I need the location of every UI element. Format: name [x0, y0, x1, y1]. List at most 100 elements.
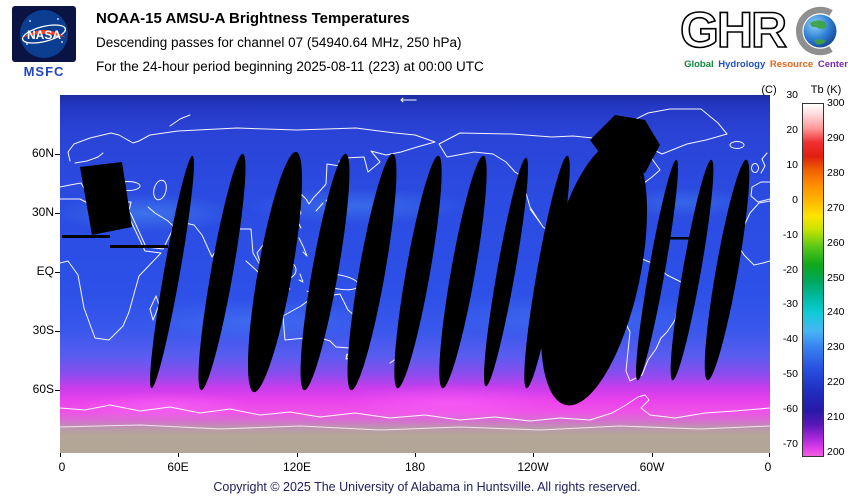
- data-gap-swath: [439, 155, 487, 389]
- nasa-logo-text: NASA: [27, 28, 61, 42]
- colorbar-celsius-label: 0: [792, 194, 798, 206]
- uk: [760, 152, 768, 174]
- header-titles: NOAA-15 AMSU-A Brightness Temperatures D…: [96, 10, 484, 74]
- ghrc-letters: GHR: [680, 3, 787, 58]
- lon-axis-label: 120E: [282, 460, 312, 474]
- caspian-sea: [153, 179, 167, 201]
- colorbar-celsius-label: -30: [782, 298, 798, 310]
- ghrc-logo: GHR Global Hydrology Resource Center: [679, 1, 852, 83]
- axis-tick: [533, 453, 534, 457]
- colorbar-kelvin-label: 210: [827, 411, 845, 423]
- lat-axis-label: 60S: [32, 382, 54, 396]
- data-gap-swath: [150, 155, 194, 389]
- colorbar-celsius-label: -40: [782, 333, 798, 345]
- data-gap-swath: [483, 157, 529, 387]
- page-title: NOAA-15 AMSU-A Brightness Temperatures: [96, 10, 410, 27]
- colorbar-unit-c: (C): [761, 84, 777, 96]
- scanline-artifact: [658, 237, 704, 240]
- lat-axis-label: EQ: [36, 264, 54, 278]
- lat-axis-label: 30S: [32, 323, 54, 337]
- ireland: [751, 163, 759, 173]
- ghrc-subtitle-word: Global: [684, 59, 714, 70]
- data-gap-swath: [300, 153, 350, 391]
- iceland: [729, 141, 745, 149]
- colorbar-unit-k: Tb (K): [810, 84, 842, 96]
- colorbar-kelvin-label: 250: [827, 272, 845, 284]
- data-gap-swath: [670, 159, 714, 381]
- antarctica-ice-edge: [60, 424, 770, 431]
- colorbar-gradient: [802, 103, 824, 457]
- coastline-antarctica: [60, 394, 770, 422]
- colorbar-celsius-label: -70: [782, 438, 798, 450]
- colorbar-celsius-label: 30: [786, 89, 798, 101]
- nasa-meatball-icon: NASA: [20, 10, 68, 58]
- colorbar-kelvin-label: 290: [827, 132, 845, 144]
- scanline-artifact: [110, 245, 168, 248]
- axis-tick: [297, 453, 298, 457]
- nasa-logo: NASA: [12, 6, 76, 62]
- novaya-zemlya: [169, 114, 191, 127]
- lon-axis-label: 120W: [517, 460, 549, 474]
- axis-tick: [55, 331, 60, 332]
- baja: [529, 208, 542, 225]
- data-gap-swath: [524, 155, 570, 389]
- colorbar-kelvin-label: 260: [827, 237, 845, 249]
- data-gap-patch: [80, 162, 132, 235]
- data-gap-patch: [590, 115, 660, 173]
- axis-tick: [60, 453, 61, 457]
- colorbar-kelvin-label: 220: [827, 376, 845, 388]
- colorbar-celsius-label: 10: [786, 159, 798, 171]
- axis-tick: [652, 453, 653, 457]
- axis-tick: [55, 390, 60, 391]
- data-gap-swath: [347, 153, 397, 391]
- colorbar-kelvin-label: 270: [827, 202, 845, 214]
- scanline-artifact: [62, 235, 110, 238]
- ghrc-subtitle: Global Hydrology Resource Center: [680, 59, 852, 70]
- subtitle-period: For the 24-hour period beginning 2025-08…: [96, 59, 484, 74]
- data-gap-swath-large: [540, 140, 648, 406]
- colorbar-celsius-label: -10: [782, 229, 798, 241]
- axis-tick: [55, 154, 60, 155]
- axis-tick: [415, 453, 416, 457]
- colorbar-celsius-label: -60: [782, 403, 798, 415]
- lon-axis-label: 0: [58, 460, 66, 474]
- lon-axis-label: 60W: [639, 460, 665, 474]
- lat-axis-label: 60N: [31, 146, 54, 160]
- lon-axis-label: 180: [404, 460, 426, 474]
- ghrc-subtitle-word: Hydrology: [718, 59, 766, 70]
- ghrc-acronym: GHR: [679, 1, 837, 59]
- colorbar-celsius-label: 20: [786, 124, 798, 136]
- direction-arrow-icon: ⟵: [400, 93, 418, 107]
- colorbar-kelvin-label: 300: [827, 97, 845, 109]
- map-image: ⟵: [60, 93, 770, 453]
- coastline-baltic: [74, 152, 104, 164]
- madagascar: [149, 295, 160, 321]
- ghrc-c-ring: [795, 6, 833, 56]
- axis-tick: [55, 213, 60, 214]
- data-gap-swath: [704, 159, 750, 381]
- msfc-label: MSFC: [23, 64, 65, 79]
- colorbar-celsius-label: -20: [782, 264, 798, 276]
- coastline-scandinavia-arctic: [67, 127, 436, 162]
- lat-axis-label: 30N: [31, 205, 54, 219]
- colorbar-kelvin-label: 240: [827, 306, 845, 318]
- axis-tick: [769, 453, 770, 457]
- lon-axis-label: 0: [764, 460, 772, 474]
- data-gap-swath: [394, 155, 442, 389]
- axis-tick: [55, 272, 60, 273]
- data-gap-swath: [198, 153, 246, 391]
- axis-tick: [178, 453, 179, 457]
- swath-layer: [62, 115, 750, 406]
- colorbar-kelvin-label: 200: [827, 446, 845, 458]
- ghrc-subtitle-word: Resource: [769, 59, 814, 70]
- taiwan: [298, 223, 302, 229]
- colorbar-kelvin-label: 230: [827, 341, 845, 353]
- data-gap-swath: [247, 151, 303, 393]
- subtitle-channel: Descending passes for channel 07 (54940.…: [96, 35, 462, 50]
- footer-copyright: Copyright © 2025 The University of Alaba…: [213, 480, 641, 494]
- iberia: [750, 181, 770, 203]
- colorbar-celsius-label: -50: [782, 368, 798, 380]
- sulawesi: [298, 273, 304, 283]
- colorbar-kelvin-label: 280: [827, 167, 845, 179]
